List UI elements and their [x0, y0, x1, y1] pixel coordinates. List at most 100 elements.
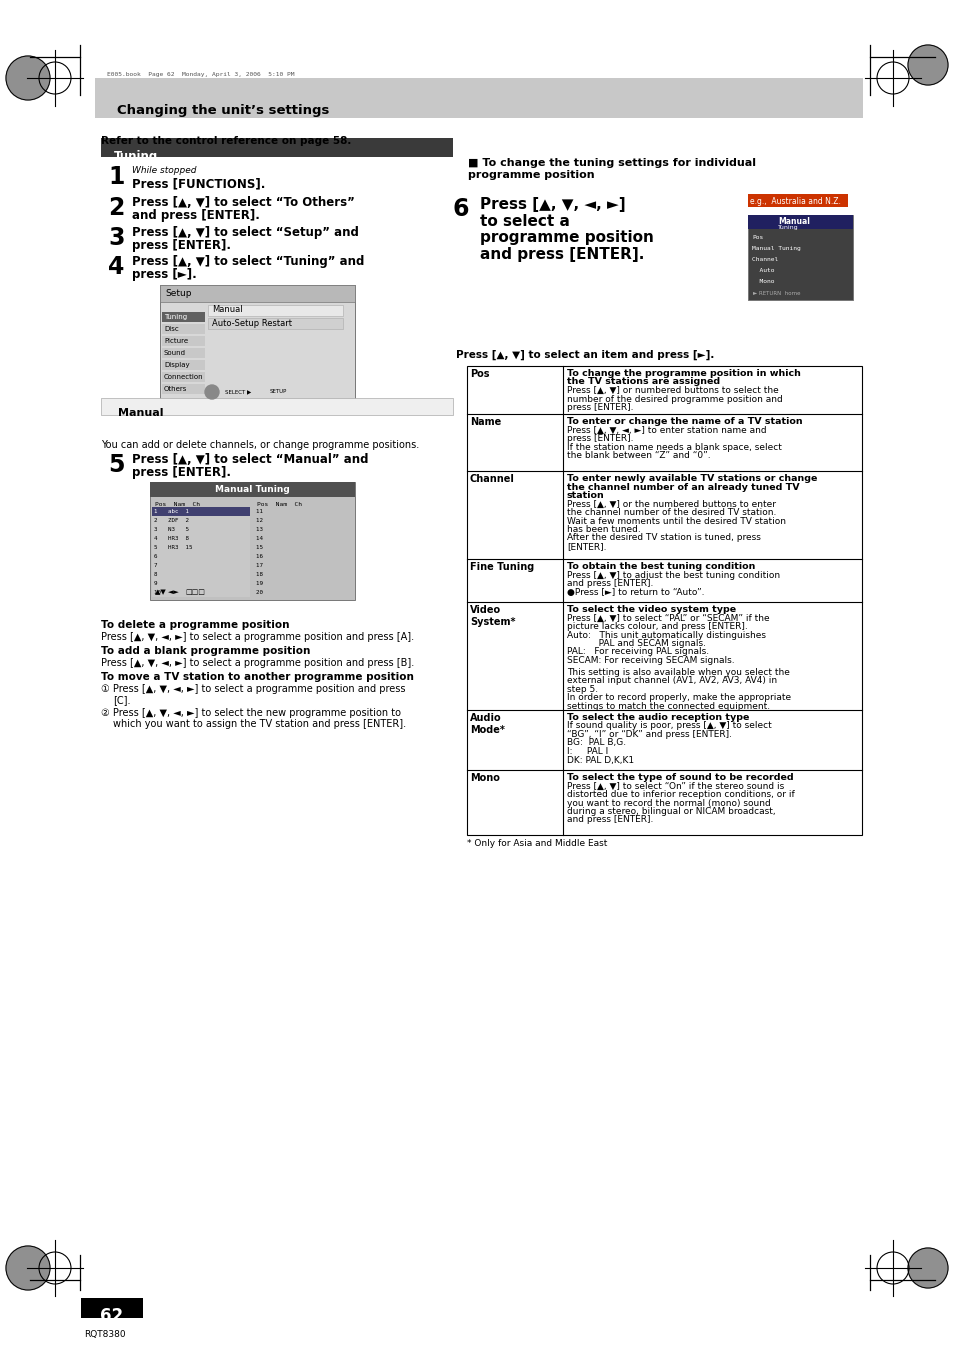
Text: RQT8380: RQT8380: [84, 1329, 126, 1339]
Circle shape: [6, 55, 50, 100]
Text: Pos  Nam  Ch: Pos Nam Ch: [154, 503, 200, 507]
Bar: [160, 285, 355, 400]
Text: station: station: [566, 490, 604, 500]
Bar: [208, 305, 343, 316]
Text: which you want to assign the TV station and press [ENTER].: which you want to assign the TV station …: [112, 719, 406, 730]
Text: SETUP: SETUP: [270, 389, 287, 394]
Text: To change the programme position in which: To change the programme position in whic…: [566, 369, 800, 378]
Bar: [152, 516, 251, 526]
Text: you want to record the normal (mono) sound: you want to record the normal (mono) sou…: [566, 798, 770, 808]
Text: □□□: □□□: [185, 589, 205, 594]
Text: 18: 18: [256, 571, 267, 577]
Text: and press [ENTER].: and press [ENTER].: [566, 580, 653, 588]
Text: 17: 17: [256, 563, 267, 567]
Text: 2: 2: [108, 196, 124, 220]
Text: Press [▲, ▼] to adjust the best tuning condition: Press [▲, ▼] to adjust the best tuning c…: [566, 570, 780, 580]
Bar: [152, 534, 251, 543]
Circle shape: [907, 45, 947, 85]
Text: * Only for Asia and Middle East: * Only for Asia and Middle East: [467, 839, 607, 848]
Text: Display: Display: [164, 362, 190, 367]
Text: After the desired TV station is tuned, press: After the desired TV station is tuned, p…: [566, 534, 760, 543]
Text: 62: 62: [100, 1306, 124, 1325]
Text: To delete a programme position: To delete a programme position: [101, 620, 289, 630]
Bar: [467, 366, 862, 835]
Text: 4: 4: [108, 255, 124, 280]
Text: While stopped: While stopped: [132, 166, 196, 176]
Bar: [152, 553, 251, 561]
Text: press [ENTER].: press [ENTER].: [132, 239, 231, 253]
Text: ▲▼ ◄►: ▲▼ ◄►: [154, 589, 178, 594]
Text: Press [▲, ▼] to select “PAL” or “SECAM” if the: Press [▲, ▼] to select “PAL” or “SECAM” …: [566, 613, 769, 623]
Text: 3   N3   5: 3 N3 5: [153, 527, 189, 532]
Bar: [152, 507, 251, 516]
Text: and press [ENTER].: and press [ENTER].: [566, 816, 653, 824]
Text: settings to match the connected equipment.: settings to match the connected equipmen…: [566, 703, 769, 711]
Bar: [162, 372, 205, 382]
Text: press [ENTER].: press [ENTER].: [566, 403, 633, 412]
Text: 8: 8: [153, 571, 185, 577]
Text: the blank between “Z” and “0”.: the blank between “Z” and “0”.: [566, 451, 710, 459]
Text: 19: 19: [256, 581, 267, 586]
Text: SECAM: For receiving SECAM signals.: SECAM: For receiving SECAM signals.: [566, 657, 734, 665]
Bar: [747, 215, 852, 230]
Text: Disc: Disc: [164, 326, 178, 332]
Bar: [160, 285, 355, 303]
Text: Picture: Picture: [164, 338, 188, 345]
Text: To obtain the best tuning condition: To obtain the best tuning condition: [566, 562, 755, 571]
Text: [ENTER].: [ENTER].: [566, 542, 606, 551]
Bar: [150, 482, 355, 497]
Text: Press [FUNCTIONS].: Press [FUNCTIONS].: [132, 177, 265, 190]
Circle shape: [907, 1248, 947, 1288]
Text: e.g.,  Australia and N.Z.: e.g., Australia and N.Z.: [749, 197, 840, 205]
Bar: [152, 526, 251, 534]
Text: Auto:   This unit automatically distinguishes: Auto: This unit automatically distinguis…: [566, 631, 765, 639]
Text: 15: 15: [256, 544, 267, 550]
Text: Press [▲, ▼, ◄, ►] to enter station name and: Press [▲, ▼, ◄, ►] to enter station name…: [566, 426, 766, 435]
Text: Press [▲, ▼] to select “Tuning” and: Press [▲, ▼] to select “Tuning” and: [132, 255, 364, 267]
Text: “BG”, “I” or “DK” and press [ENTER].: “BG”, “I” or “DK” and press [ENTER].: [566, 730, 731, 739]
Text: Press [▲, ▼] to select “On” if the stereo sound is: Press [▲, ▼] to select “On” if the stere…: [566, 781, 783, 790]
Text: Changing the unit’s settings: Changing the unit’s settings: [117, 104, 329, 118]
Text: Auto: Auto: [751, 267, 774, 273]
Bar: [162, 312, 205, 322]
Text: 6: 6: [153, 554, 185, 559]
Text: picture lacks colour, and press [ENTER].: picture lacks colour, and press [ENTER].: [566, 621, 747, 631]
Text: number of the desired programme position and: number of the desired programme position…: [566, 394, 781, 404]
Bar: [152, 543, 251, 553]
Bar: [81, 1298, 143, 1319]
Text: press [ENTER].: press [ENTER].: [132, 466, 231, 480]
Bar: [95, 78, 862, 118]
Text: 20: 20: [256, 590, 267, 594]
Text: press [►].: press [►].: [132, 267, 196, 281]
Text: You can add or delete channels, or change programme positions.: You can add or delete channels, or chang…: [101, 440, 418, 450]
Text: Pos: Pos: [470, 369, 489, 380]
Text: and press [ENTER].: and press [ENTER].: [132, 209, 259, 222]
Text: Manual Tuning: Manual Tuning: [751, 246, 800, 251]
Text: Channel: Channel: [470, 474, 515, 484]
Text: Sound: Sound: [164, 350, 186, 357]
Text: Refer to the control reference on page 58.: Refer to the control reference on page 5…: [101, 136, 351, 146]
Bar: [162, 324, 205, 334]
Text: DK: PAL D,K,K1: DK: PAL D,K,K1: [566, 755, 634, 765]
Text: Setup: Setup: [165, 289, 192, 297]
Text: ■ To change the tuning settings for individual: ■ To change the tuning settings for indi…: [468, 158, 755, 168]
Text: [C].: [C].: [112, 694, 131, 705]
Text: Manual Tuning: Manual Tuning: [214, 485, 290, 493]
Text: This setting is also available when you select the: This setting is also available when you …: [566, 667, 789, 677]
Text: Name: Name: [470, 417, 500, 427]
Text: 16: 16: [256, 554, 267, 559]
Bar: [162, 349, 205, 358]
Bar: [162, 384, 205, 394]
Text: the channel number of the desired TV station.: the channel number of the desired TV sta…: [566, 508, 776, 517]
Text: 7: 7: [153, 563, 185, 567]
Text: Connection: Connection: [164, 374, 203, 380]
Text: To add a blank programme position: To add a blank programme position: [101, 646, 310, 657]
Text: 5: 5: [108, 453, 125, 477]
Text: If the station name needs a blank space, select: If the station name needs a blank space,…: [566, 443, 781, 451]
Bar: [162, 359, 205, 370]
Text: To select the type of sound to be recorded: To select the type of sound to be record…: [566, 773, 793, 782]
Text: the TV stations are assigned: the TV stations are assigned: [566, 377, 720, 386]
Text: Press [▲, ▼, ◄, ►] to select a programme position and press [A].: Press [▲, ▼, ◄, ►] to select a programme…: [101, 632, 414, 642]
Text: Video
System*: Video System*: [470, 605, 515, 627]
Text: Fine Tuning: Fine Tuning: [470, 562, 534, 571]
